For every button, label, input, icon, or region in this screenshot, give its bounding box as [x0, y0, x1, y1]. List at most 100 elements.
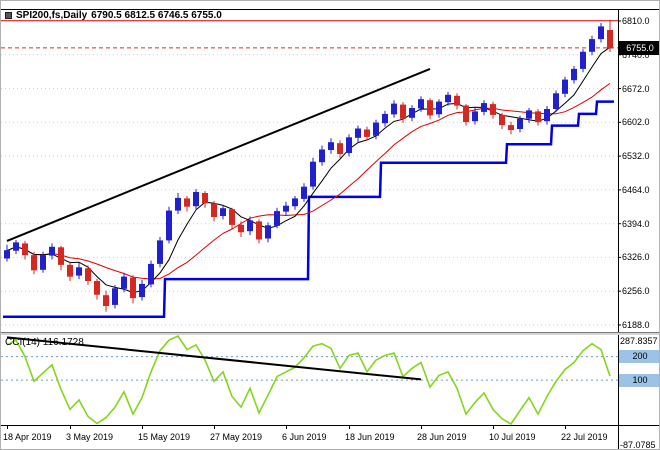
- candle: [607, 19, 613, 52]
- candle: [76, 262, 82, 280]
- candle: [598, 23, 604, 43]
- candle: [580, 49, 586, 73]
- symbol-name: SPI200,fs,Daily: [16, 10, 88, 21]
- time-axis-label: 6 Jun 2019: [282, 432, 327, 442]
- time-axis-label: 27 May 2019: [210, 432, 263, 442]
- price-gridlines: [1, 20, 618, 326]
- candle: [274, 207, 280, 229]
- candle: [589, 35, 595, 56]
- candle: [85, 265, 91, 285]
- candle: [202, 191, 208, 208]
- cci-scale-max-label: 287.8357: [620, 336, 658, 346]
- candle: [526, 108, 532, 123]
- candle: [301, 183, 307, 202]
- time-axis-label: 15 May 2019: [138, 432, 191, 442]
- candle: [247, 216, 253, 236]
- axis-frame: [1, 9, 659, 449]
- ascending-trendline[interactable]: [6, 67, 431, 242]
- cci-level-badge-100: 100: [619, 374, 659, 387]
- candles-layer: [4, 19, 613, 312]
- price-axis-label: 6188.0: [622, 320, 650, 330]
- time-axis-label: 18 Jun 2019: [345, 432, 395, 442]
- cci-scale-min-label: -87.0785: [620, 440, 656, 450]
- step-support-line: [3, 100, 614, 318]
- chart-icon: [5, 12, 12, 19]
- ohlc-values: 6790.5 6812.5 6746.5 6755.0: [91, 10, 222, 21]
- cci-level-badge-200: 200: [619, 350, 659, 363]
- candle: [562, 76, 568, 98]
- candle: [409, 105, 415, 122]
- candle: [553, 90, 559, 113]
- candle: [22, 240, 28, 260]
- candle: [265, 222, 271, 243]
- candle: [544, 106, 550, 125]
- time-axis-label: 18 Apr 2019: [3, 432, 52, 442]
- current-price-badge: 6755.0: [619, 41, 659, 55]
- cci-trendline[interactable]: [6, 336, 422, 381]
- candle: [31, 251, 37, 275]
- candle: [211, 200, 217, 222]
- candle: [328, 138, 334, 154]
- price-axis-label: 6326.0: [622, 252, 650, 263]
- candle: [445, 91, 451, 106]
- symbol-ohlc-label: SPI200,fs,Daily 6790.5 6812.5 6746.5 675…: [5, 10, 222, 21]
- candle: [391, 100, 397, 118]
- price-axis-label: 6532.0: [622, 151, 650, 162]
- candle: [40, 251, 46, 273]
- price-axis-label: 6464.0: [622, 184, 650, 195]
- cci-line: [6, 334, 611, 426]
- candle: [175, 193, 181, 215]
- candle: [256, 219, 262, 244]
- ma-slow-line: [6, 82, 611, 280]
- candle: [571, 66, 577, 84]
- cci-indicator-label: CCI(14) 116.1728: [5, 337, 84, 348]
- candle: [418, 96, 424, 112]
- candle: [292, 196, 298, 210]
- candle: [49, 243, 55, 260]
- candle: [373, 119, 379, 140]
- candle: [121, 272, 127, 293]
- candle: [58, 245, 64, 271]
- candle: [490, 101, 496, 119]
- candle: [382, 110, 388, 127]
- candle: [184, 196, 190, 212]
- candle: [94, 278, 100, 300]
- candle: [364, 126, 370, 141]
- candle: [427, 98, 433, 120]
- candle: [166, 206, 172, 244]
- candle: [148, 260, 154, 288]
- candle: [454, 93, 460, 110]
- candle: [130, 275, 136, 304]
- candle: [67, 261, 73, 281]
- candle: [481, 100, 487, 116]
- ma-fast-line: [6, 46, 611, 294]
- candle: [337, 140, 343, 158]
- candle: [319, 145, 325, 166]
- time-axis-label: 28 Jun 2019: [417, 432, 467, 442]
- candle: [508, 121, 514, 135]
- candle: [13, 240, 19, 255]
- panel-splitter[interactable]: [1, 332, 659, 335]
- candle: [229, 207, 235, 229]
- candle: [436, 99, 442, 118]
- candle: [517, 115, 523, 133]
- price-axis-label: 6602.0: [622, 117, 650, 128]
- price-axis-label: 6672.0: [622, 83, 650, 94]
- candle: [310, 157, 316, 190]
- time-axis-label: 3 May 2019: [66, 432, 114, 442]
- candle: [463, 104, 469, 126]
- candle: [346, 134, 352, 157]
- time-axis-label: 10 Jul 2019: [489, 432, 536, 442]
- candle: [220, 204, 226, 220]
- candle: [193, 189, 199, 210]
- candle: [112, 284, 118, 309]
- candle: [535, 109, 541, 126]
- candle: [4, 244, 10, 262]
- price-axis-label: 6810.0: [622, 16, 650, 26]
- candle: [472, 108, 478, 125]
- time-axis-label: 22 Jul 2019: [561, 432, 608, 442]
- price-axis-label: 6394.0: [622, 218, 650, 229]
- candle: [238, 221, 244, 237]
